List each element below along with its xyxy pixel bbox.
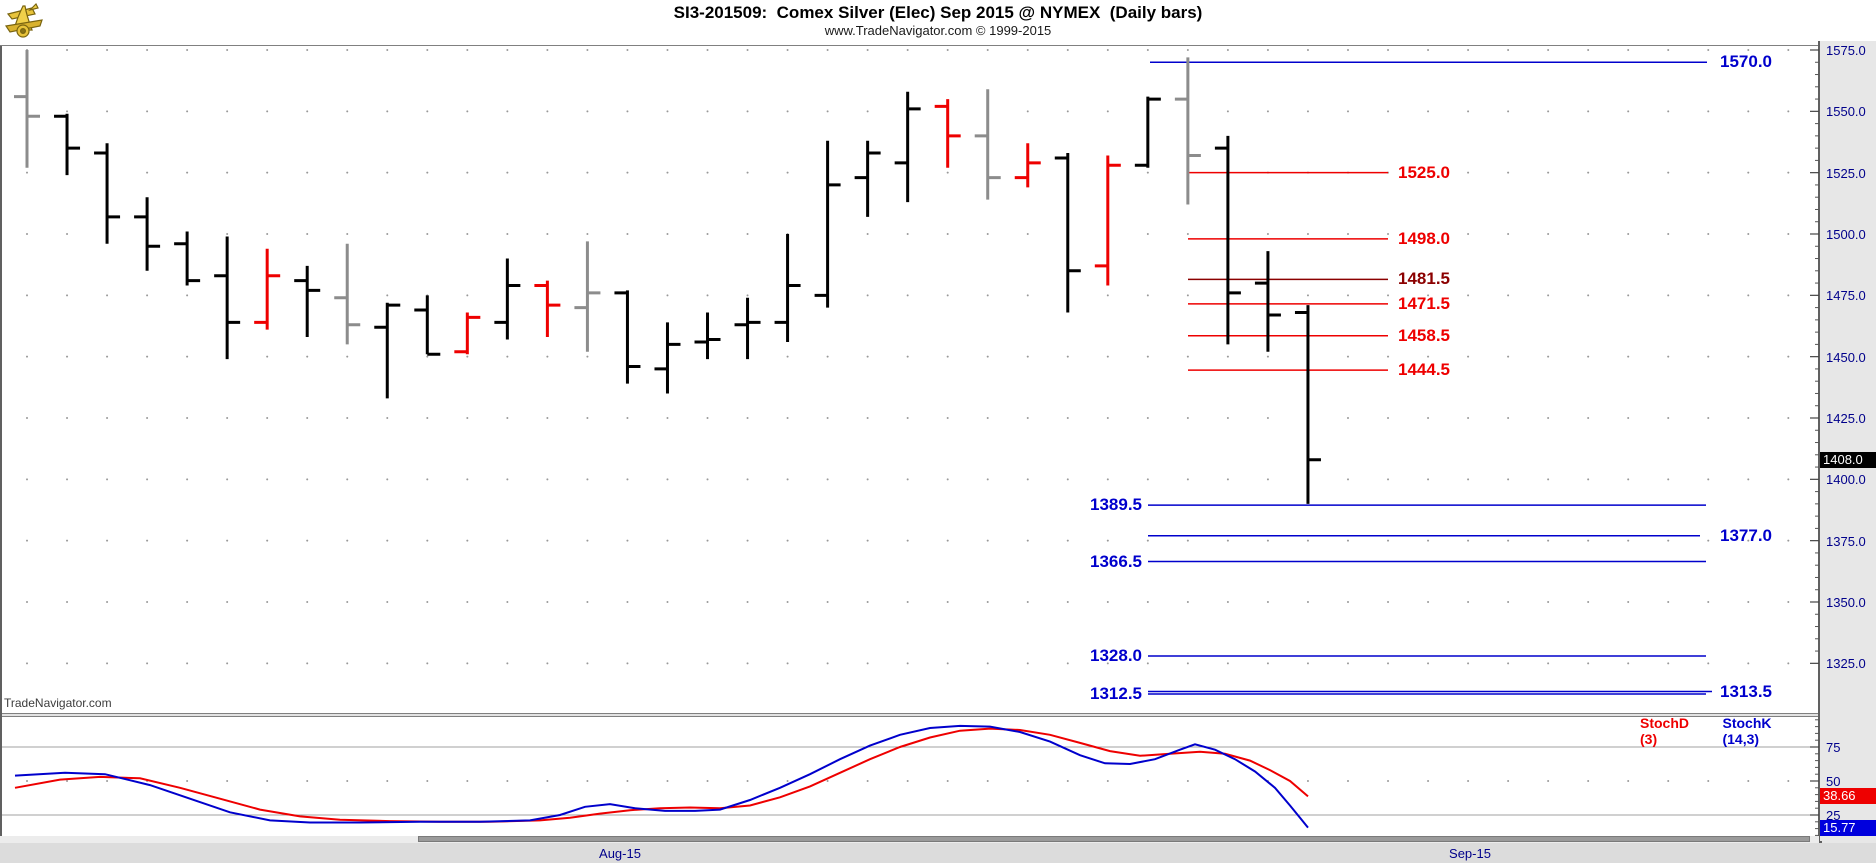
ohlc-bar: [574, 241, 601, 352]
horizontal-scrollbar-thumb[interactable]: [418, 836, 1810, 842]
stoch-legend: StochD (3) StochK (14,3): [1640, 715, 1810, 747]
date-label-sep-15: Sep-15: [1449, 846, 1491, 861]
stoch-k-legend-label: StochK (14,3): [1722, 715, 1772, 747]
ohlc-bar: [494, 258, 521, 340]
ohlc-bar: [294, 265, 321, 338]
price-level-label: 1471.5: [1398, 293, 1450, 313]
axis-tick-label: 1425.0: [1826, 410, 1866, 426]
ohlc-bar: [334, 243, 361, 345]
chart-title: SI3-201509: Comex Silver (Elec) Sep 2015…: [673, 3, 1203, 22]
stoch-k-value-badge: 15.77: [1820, 819, 1876, 836]
ohlc-bar: [854, 140, 881, 217]
axis-tick-label: 50: [1826, 774, 1841, 789]
chart-subtitle: www.TradeNavigator.com © 1999-2015: [824, 23, 1052, 38]
axis-tick-label: 1475.0: [1826, 288, 1866, 304]
date-axis-band: [0, 843, 1876, 863]
ohlc-bar: [614, 290, 641, 384]
stoch-d-line: [14, 727, 1309, 823]
date-label-aug-15: Aug-15: [599, 846, 641, 861]
ohlc-bar: [814, 140, 841, 308]
price-level-label: 1481.5: [1398, 269, 1450, 289]
ohlc-bar: [214, 236, 241, 360]
ohlc-bar: [1134, 96, 1161, 168]
price-level-label: 1570.0: [1720, 52, 1772, 72]
axis-tick-label: 1575.0: [1826, 43, 1866, 58]
ohlc-bar: [654, 322, 681, 394]
axis-tick-label: 1500.0: [1826, 226, 1866, 242]
stoch-d-value-badge: 38.66: [1820, 788, 1876, 805]
tradenavigator-logo-icon: [4, 2, 43, 38]
ohlc-bar: [1054, 153, 1081, 313]
price-level-label: 1377.0: [1720, 525, 1772, 545]
ohlc-bar: [254, 248, 281, 330]
price-level-label: 1312.5: [1090, 683, 1142, 703]
chart-header: SI3-201509: Comex Silver (Elec) Sep 2015…: [0, 0, 1876, 41]
axis-ticks: [1810, 49, 1819, 836]
axis-tick-label: 1375.0: [1826, 533, 1866, 549]
price-level-label: 1444.5: [1398, 360, 1450, 380]
ohlc-bar: [1014, 143, 1041, 188]
ohlc-bar: [14, 50, 40, 168]
ohlc-bar: [54, 113, 81, 176]
axis-tick-label: 75: [1826, 740, 1841, 755]
price-level-label: 1328.0: [1090, 645, 1142, 665]
stoch-curves: [14, 724, 1309, 829]
ohlc-bar: [174, 231, 201, 286]
ohlc-bar: [374, 302, 401, 399]
stoch-d-legend-label: StochD (3): [1640, 715, 1689, 747]
ohlc-bar: [734, 297, 761, 360]
stoch-gridlines: [1, 746, 1818, 816]
ohlc-bar: [454, 312, 481, 355]
price-level-label: 1313.5: [1720, 681, 1772, 701]
ohlc-bar: [1254, 251, 1281, 352]
axis-tick-label: 1550.0: [1826, 104, 1866, 120]
ohlc-bar: [894, 91, 921, 203]
axis-tick-label: 25: [1826, 808, 1841, 823]
last-price-badge: 1408.0: [1820, 451, 1876, 468]
ohlc-bar: [974, 89, 1001, 200]
ohlc-bar: [414, 295, 441, 356]
price-level-label: 1366.5: [1090, 551, 1142, 571]
axis-tick-label: 1450.0: [1826, 349, 1866, 365]
axis-tick-label: 1350.0: [1826, 594, 1866, 610]
ohlc-bar: [934, 99, 961, 168]
axis-tick-label: 1325.0: [1826, 656, 1866, 672]
ohlc-bar: [1214, 135, 1241, 345]
ohlc-bar: [134, 197, 161, 271]
ohlc-bar: [1174, 57, 1201, 205]
price-level-label: 1525.0: [1398, 162, 1450, 182]
axis-tick-label: 1525.0: [1826, 165, 1866, 181]
ohlc-bars: [14, 50, 1321, 504]
ohlc-bar: [94, 143, 121, 244]
price-level-label: 1389.5: [1090, 495, 1142, 515]
ohlc-bar: [1094, 155, 1121, 286]
ohlc-bar: [774, 233, 801, 342]
ohlc-bar: [1294, 305, 1321, 504]
stoch-k-line: [14, 724, 1309, 829]
price-level-label: 1458.5: [1398, 325, 1450, 345]
watermark: TradeNavigator.com: [4, 696, 112, 710]
support-resistance-lines: [1148, 61, 1712, 695]
ohlc-bar: [534, 280, 561, 338]
axis-tick-label: 1400.0: [1826, 472, 1866, 488]
price-level-label: 1498.0: [1398, 228, 1450, 248]
ohlc-bar: [694, 312, 721, 360]
